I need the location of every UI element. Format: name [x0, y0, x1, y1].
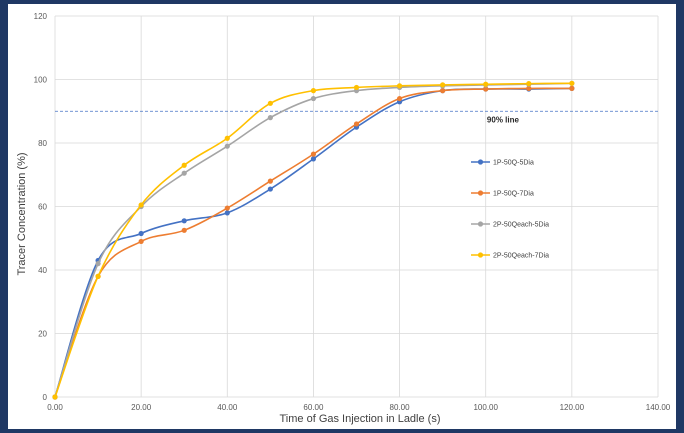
legend-item: 1P-50Q-7Dia [471, 190, 534, 198]
data-point [526, 81, 532, 87]
data-point [353, 84, 360, 91]
legend-item: 1P-50Q-5Dia [471, 159, 534, 167]
y-tick-label: 100 [34, 76, 48, 85]
data-point [181, 227, 187, 233]
data-point [224, 210, 230, 216]
x-tick-label: 20.00 [131, 403, 152, 412]
data-point [95, 273, 101, 279]
data-point [138, 238, 144, 245]
x-axis-title: Time of Gas Injection in Ladle (s) [280, 413, 441, 425]
data-point [181, 170, 187, 176]
legend-item: 2P-50Qeach-7Dia [471, 252, 549, 260]
data-point [95, 261, 101, 267]
data-point [224, 205, 230, 211]
data-point [267, 186, 273, 192]
data-point [483, 81, 489, 87]
y-tick-label: 40 [38, 266, 47, 275]
y-tick-label: 120 [34, 12, 48, 21]
y-axis-ticks: 0 20 40 60 80 100 120 [34, 12, 48, 402]
data-point [353, 121, 360, 127]
x-axis-ticks: 0.00 20.00 40.00 60.00 80.00 100.00 120.00 140.… [47, 403, 671, 412]
reference-line-label: 90% line [487, 115, 520, 124]
gridlines [54, 15, 659, 398]
legend-swatch-marker [477, 190, 484, 196]
legend-label: 2P-50Qeach-7Dia [493, 253, 549, 260]
data-point [310, 88, 317, 94]
data-point [526, 85, 532, 91]
y-axis-title: Tracer Concentration (%) [16, 152, 28, 275]
chart-frame: 90% line 0.00 20.00 40.00 60.00 80.00 100.00 1… [8, 4, 676, 429]
data-point [310, 151, 317, 157]
data-point [267, 178, 273, 184]
legend-item: 2P-50Qeach-5Dia [471, 221, 549, 229]
data-point [181, 162, 187, 168]
reference-line-group: 90% line [55, 110, 658, 124]
data-point [224, 143, 230, 149]
line-chart: 90% line 0.00 20.00 40.00 60.00 80.00 100.00 1… [16, 12, 671, 425]
x-tick-label: 80.00 [390, 403, 411, 412]
data-point [396, 83, 403, 89]
legend-swatch-marker [477, 252, 484, 258]
data-point [440, 82, 446, 88]
legend-label: 1P-50Q-5Dia [493, 160, 534, 167]
x-tick-label: 120.00 [560, 403, 585, 412]
series-group [52, 80, 575, 400]
data-point [267, 100, 273, 106]
y-tick-label: 0 [43, 393, 48, 402]
legend-swatch-marker [477, 221, 484, 227]
y-tick-label: 60 [38, 203, 47, 212]
data-point [440, 88, 446, 94]
data-point [138, 202, 144, 208]
data-point [396, 95, 403, 102]
legend: 1P-50Q-5Dia 1P-50Q-7Dia 2P-50Qeach-5Dia 2P-… [471, 159, 549, 260]
legend-label: 2P-50Qeach-5Dia [493, 222, 549, 229]
x-tick-label: 0.00 [47, 403, 63, 412]
data-point [267, 115, 273, 121]
data-point [310, 95, 317, 102]
data-point [224, 135, 230, 141]
data-point [483, 86, 489, 92]
series-2P-50Qeach-7Dia [52, 80, 575, 400]
legend-swatch-marker [477, 159, 484, 165]
x-tick-label: 60.00 [303, 403, 324, 412]
y-tick-label: 80 [38, 139, 47, 148]
x-tick-label: 100.00 [473, 403, 498, 412]
x-tick-label: 140.00 [646, 403, 671, 412]
data-point [138, 230, 144, 237]
data-point [569, 80, 575, 86]
y-tick-label: 20 [38, 330, 47, 339]
x-tick-label: 40.00 [217, 403, 238, 412]
legend-label: 1P-50Q-7Dia [493, 191, 534, 198]
data-point [569, 85, 575, 91]
data-point [310, 156, 317, 162]
data-point [181, 218, 187, 224]
data-point [52, 394, 58, 400]
